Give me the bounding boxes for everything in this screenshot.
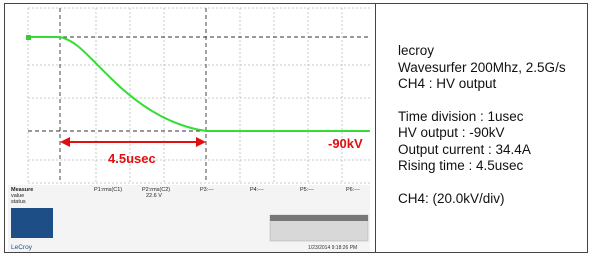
note-line: Output current : 34.4A: [398, 142, 566, 159]
brand: LeCroy: [11, 244, 33, 251]
column-label: P3:---: [200, 187, 214, 193]
note-group: CH4: (20.0kV/div): [398, 191, 566, 208]
note-line: Rising time : 4.5usec: [398, 158, 566, 175]
row-label: status: [11, 199, 26, 205]
timestamp: 1/23/2014 9:18:26 PM: [308, 245, 357, 251]
note-line: lecroy: [398, 43, 566, 60]
note-line: HV output : -90kV: [398, 125, 566, 142]
column-label: P6:---: [346, 187, 360, 193]
channel-box: [11, 208, 53, 238]
column-label: P1:rms(C1): [94, 187, 122, 193]
oscilloscope-screenshot: 4.5usec -90kV Measure value status P1:rm…: [8, 5, 370, 252]
note-line: CH4 : HV output: [398, 76, 566, 93]
note-line: CH4: (20.0kV/div): [398, 191, 566, 208]
timebase-header: [270, 215, 368, 221]
channel-marker: [26, 35, 31, 40]
duration-label: 4.5usec: [108, 151, 156, 166]
note-line: Wavesurfer 200Mhz, 2.5G/s: [398, 60, 566, 77]
measure-value: 22.6 V: [146, 193, 162, 199]
note-line: Time division : 1usec: [398, 109, 566, 126]
column-label: P5:---: [300, 187, 314, 193]
cell-divider: [375, 3, 376, 253]
page: 4.5usec -90kV Measure value status P1:rm…: [0, 0, 594, 256]
column-label: P4:---: [250, 187, 264, 193]
voltage-label: -90kV: [328, 136, 363, 151]
